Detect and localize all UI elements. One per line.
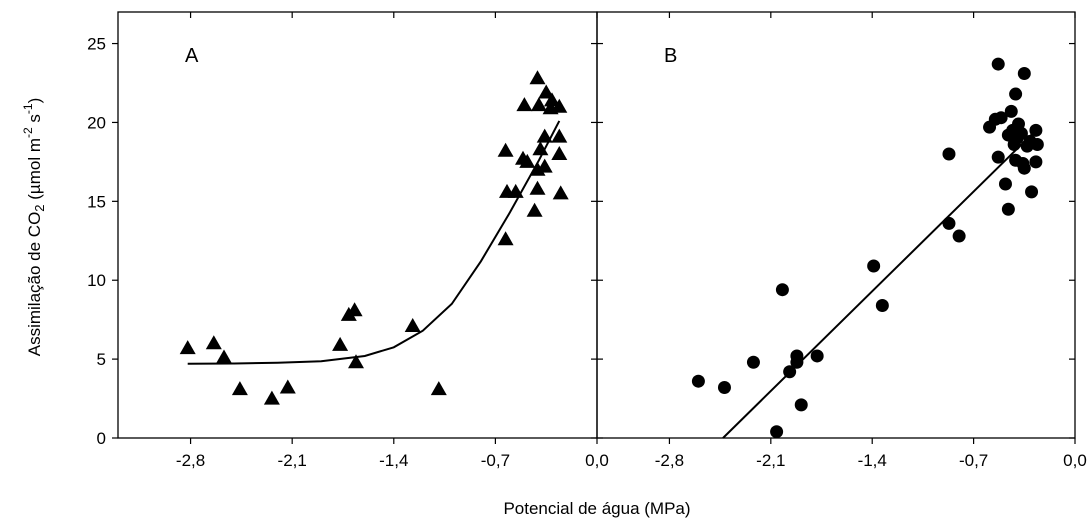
x-tick-label: 0,0 bbox=[585, 451, 609, 470]
data-point bbox=[991, 57, 1005, 71]
data-point bbox=[867, 259, 881, 273]
x-tick-label: -1,4 bbox=[379, 451, 408, 470]
y-axis-title-sub: 2 bbox=[32, 204, 47, 211]
data-point bbox=[348, 354, 364, 369]
data-point bbox=[552, 185, 569, 200]
data-point bbox=[1025, 185, 1039, 199]
data-point bbox=[529, 70, 546, 85]
data-point bbox=[346, 302, 363, 317]
data-point bbox=[231, 381, 248, 396]
data-point bbox=[551, 128, 568, 143]
data-point bbox=[263, 390, 280, 405]
y-axis-title-unit-s: s bbox=[25, 114, 44, 127]
data-point bbox=[551, 98, 568, 113]
data-point bbox=[1017, 161, 1031, 175]
plot-frame bbox=[596, 11, 1076, 439]
panel-a: -2,8 -2,1 -1,4 -0,7 0,0 0 5 10 15 20 25 A bbox=[87, 11, 609, 470]
data-point bbox=[332, 336, 349, 351]
data-point bbox=[952, 229, 966, 243]
x-tick-label: 0,0 bbox=[1063, 451, 1087, 470]
data-point bbox=[1009, 87, 1023, 101]
data-point bbox=[544, 92, 560, 107]
x-tick-label: -2,1 bbox=[278, 451, 307, 470]
data-point bbox=[526, 202, 543, 217]
data-point bbox=[507, 183, 524, 198]
data-point bbox=[991, 150, 1005, 164]
y-tick-label: 0 bbox=[97, 429, 106, 448]
data-point bbox=[536, 158, 553, 173]
data-point bbox=[1014, 126, 1028, 140]
y-tick-label: 5 bbox=[97, 350, 106, 369]
data-point bbox=[1029, 155, 1043, 169]
data-point bbox=[536, 128, 553, 143]
data-point bbox=[770, 425, 784, 439]
data-point bbox=[783, 365, 797, 379]
y-tick-label: 25 bbox=[87, 35, 106, 54]
x-tick-label: -1,4 bbox=[858, 451, 887, 470]
x-tick-label: -2,8 bbox=[655, 451, 684, 470]
data-point bbox=[942, 216, 956, 230]
data-point bbox=[998, 177, 1012, 191]
x-tick-label: -0,7 bbox=[481, 451, 510, 470]
data-point bbox=[775, 283, 789, 297]
y-axis-title-sup-m: -2 bbox=[21, 127, 35, 138]
panel-label: B bbox=[664, 45, 677, 67]
data-point bbox=[532, 141, 549, 156]
x-axis-title: Potencial de água (MPa) bbox=[503, 499, 690, 518]
data-point bbox=[216, 349, 232, 364]
x-tick-label: -2,1 bbox=[756, 451, 785, 470]
data-point bbox=[1004, 104, 1018, 118]
panel-label: A bbox=[185, 45, 199, 67]
data-point bbox=[1017, 67, 1031, 81]
y-axis-title: Assimilação de CO2 (µmol m-2 s-1) bbox=[21, 98, 47, 357]
y-axis-title-sup-s: -1 bbox=[21, 103, 35, 114]
x-tick-label: -2,8 bbox=[176, 451, 205, 470]
y-tick-label: 10 bbox=[87, 271, 106, 290]
data-point bbox=[717, 381, 731, 395]
data-point bbox=[691, 374, 705, 388]
data-point bbox=[875, 298, 889, 312]
data-point bbox=[205, 335, 222, 350]
data-point bbox=[519, 153, 536, 168]
data-point bbox=[404, 318, 421, 332]
data-point bbox=[529, 180, 546, 195]
data-point bbox=[1001, 202, 1015, 216]
data-point bbox=[516, 97, 533, 112]
data-point bbox=[994, 111, 1008, 125]
data-point bbox=[497, 231, 514, 246]
data-point bbox=[430, 381, 447, 396]
data-point bbox=[538, 84, 555, 99]
data-point bbox=[530, 97, 547, 112]
fit-line bbox=[187, 120, 561, 365]
fit-line bbox=[722, 129, 1037, 439]
y-tick-label: 15 bbox=[87, 192, 106, 211]
data-point bbox=[810, 349, 824, 363]
data-point bbox=[279, 379, 296, 394]
y-axis-title-unit-open: (µmol m bbox=[25, 138, 44, 204]
data-point bbox=[551, 146, 568, 160]
data-point bbox=[794, 398, 808, 412]
data-point bbox=[790, 355, 804, 369]
y-axis-title-prefix: Assimilação de CO bbox=[25, 212, 44, 357]
plot-frame bbox=[117, 11, 598, 439]
x-tick-label: -0,7 bbox=[959, 451, 988, 470]
data-point bbox=[746, 355, 760, 369]
data-point bbox=[179, 340, 196, 355]
data-point bbox=[497, 142, 514, 157]
data-point bbox=[942, 147, 956, 161]
data-point bbox=[1029, 123, 1043, 137]
data-point bbox=[1030, 138, 1044, 152]
panel-b: -2,8 -2,1 -1,4 -0,7 0,0 B bbox=[596, 11, 1087, 470]
y-tick-label: 20 bbox=[87, 113, 106, 132]
y-axis-title-unit-close: ) bbox=[25, 98, 44, 104]
